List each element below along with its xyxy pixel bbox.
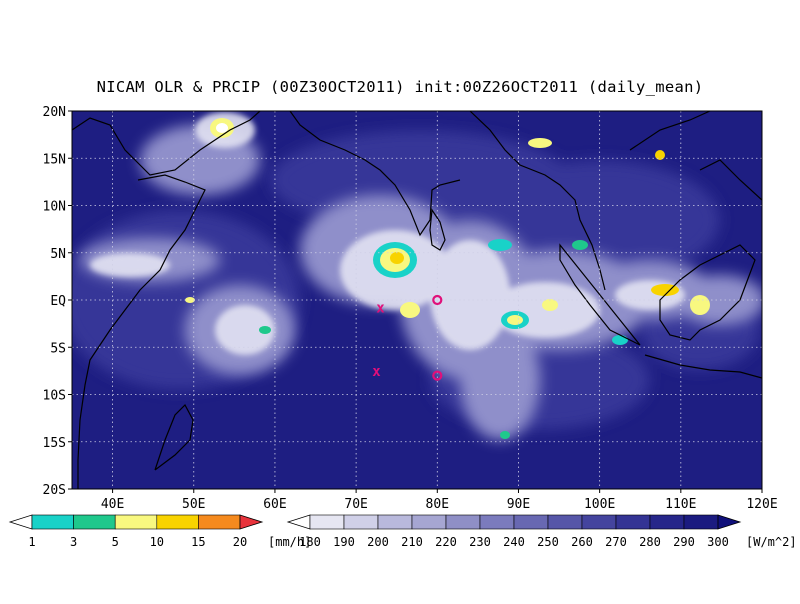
precip-legend: 1 3 5 10 15 20 [mm/h]: [8, 514, 311, 549]
precip-legend-label: 5: [112, 535, 119, 549]
lon-tick-label: 50E: [182, 497, 205, 512]
olr-legend-label: 250: [537, 535, 559, 549]
axis-ticks: [68, 110, 763, 493]
olr-legend-swatch: [445, 514, 481, 530]
cross-marker: x: [376, 301, 385, 317]
precip-legend-swatch: [31, 514, 74, 530]
latitude-labels: 20N 15N 10N 5N EQ 5S 10S 15S 20S: [43, 105, 67, 498]
olr-legend-swatch: [309, 514, 345, 530]
circle-marker: [432, 370, 443, 381]
circle-marker: [432, 294, 443, 306]
lon-tick-label: 90E: [507, 497, 530, 512]
olr-legend-swatch: [411, 514, 447, 530]
precip-legend-swatch: [73, 514, 116, 530]
page-title: NICAM OLR & PRCIP (00Z30OCT2011) init:00…: [96, 78, 704, 96]
grid-lines: [72, 111, 762, 489]
lon-tick-label: 120E: [746, 497, 777, 512]
olr-legend-swatch: [513, 514, 549, 530]
olr-legend-label: 200: [367, 535, 389, 549]
olr-legend-right-arrow: [717, 514, 742, 530]
storm-markers: xx: [372, 294, 443, 381]
longitude-labels: 40E 50E 60E 70E 80E 90E 100E 110E 120E: [101, 497, 778, 512]
olr-legend-unit: [W/m^2]: [746, 535, 797, 549]
precip-legend-swatch: [114, 514, 158, 530]
lat-tick-label: 5S: [50, 341, 66, 356]
lat-tick-label: 15N: [43, 152, 66, 167]
olr-legend-left-arrow: [286, 514, 311, 530]
olr-legend-swatch: [581, 514, 617, 530]
olr-legend-label: 280: [639, 535, 661, 549]
olr-legend-swatch: [343, 514, 379, 530]
lat-tick-label: 10N: [43, 200, 66, 215]
olr-legend-label: 190: [333, 535, 355, 549]
lat-tick-label: 15S: [43, 436, 66, 451]
olr-legend-label: 300: [707, 535, 729, 549]
precip-legend-label: 20: [233, 535, 247, 549]
cross-marker: x: [372, 364, 381, 380]
olr-legend-swatch: [479, 514, 515, 530]
precip-legend-label: 3: [70, 535, 77, 549]
precip-legend-unit: [mm/h]: [268, 535, 311, 549]
olr-legend-swatch: [683, 514, 719, 530]
precip-legend-swatch: [156, 514, 199, 530]
precip-legend-label: 10: [150, 535, 164, 549]
olr-legend-label: 180: [299, 535, 321, 549]
olr-legend-label: 210: [401, 535, 423, 549]
lon-tick-label: 40E: [101, 497, 124, 512]
lat-tick-label: 5N: [50, 247, 66, 262]
lon-tick-label: 70E: [344, 497, 367, 512]
lon-tick-label: 60E: [263, 497, 286, 512]
olr-legend-label: 220: [435, 535, 457, 549]
precip-legend-right-arrow: [239, 514, 264, 530]
olr-legend-label: 240: [503, 535, 525, 549]
olr-legend-label: 230: [469, 535, 491, 549]
lat-tick-label: EQ: [50, 294, 66, 309]
precip-legend-swatch: [198, 514, 241, 530]
precip-cells: [185, 118, 710, 439]
lon-tick-label: 80E: [426, 497, 449, 512]
olr-legend-swatch: [615, 514, 651, 530]
olr-legend-swatch: [649, 514, 685, 530]
precip-legend-left-arrow: [8, 514, 33, 530]
olr-legend-swatch: [547, 514, 583, 530]
precip-legend-label: 15: [191, 535, 205, 549]
map-plot-area: [72, 111, 762, 489]
lat-tick-label: 20N: [43, 105, 66, 120]
olr-legend-label: 270: [605, 535, 627, 549]
lat-tick-label: 20S: [43, 483, 66, 498]
olr-legend-label: 260: [571, 535, 593, 549]
coastlines: [72, 111, 762, 489]
olr-legend: 180 190 200 210 220 230 240 250 260 270 280 290 300 […: [286, 514, 797, 549]
lat-tick-label: 10S: [43, 389, 66, 404]
lon-tick-label: 110E: [665, 497, 696, 512]
olr-legend-label: 290: [673, 535, 695, 549]
olr-legend-swatch: [377, 514, 413, 530]
precip-legend-label: 1: [28, 535, 35, 549]
lon-tick-label: 100E: [584, 497, 615, 512]
